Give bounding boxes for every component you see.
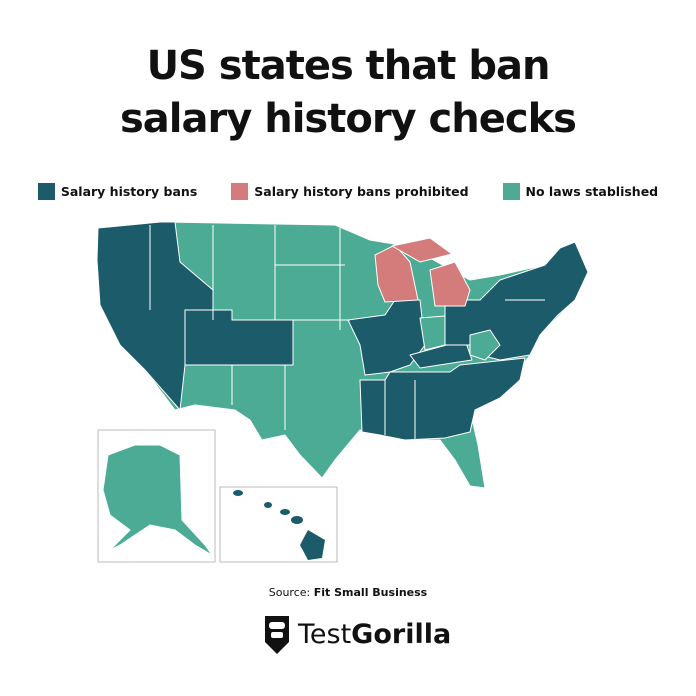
source: Source: Fit Small Business — [0, 586, 696, 599]
legend-swatch — [502, 183, 520, 200]
island — [291, 516, 303, 524]
title-line: salary history checks — [120, 96, 577, 142]
legend-label: Salary history bans — [60, 184, 198, 199]
brand-logo: TestGorilla — [262, 612, 451, 656]
legend-swatch — [231, 183, 249, 200]
hawaii — [233, 490, 325, 560]
us-map — [96, 221, 589, 563]
legend-item: Salary history bans prohibited — [231, 183, 469, 200]
legend-swatch — [37, 183, 55, 200]
island — [233, 490, 243, 496]
region-bans — [359, 357, 526, 441]
brand-name: TestGorilla — [298, 619, 451, 650]
legend-item: Salary history bans — [37, 183, 198, 200]
brand-bold: Gorilla — [351, 618, 452, 650]
source-name: Fit Small Business — [313, 586, 428, 599]
island — [300, 530, 325, 560]
alaska — [102, 444, 213, 556]
gorilla-icon — [265, 616, 289, 654]
island — [280, 509, 290, 515]
legend-label: No laws stablished — [525, 184, 659, 199]
state-border — [149, 225, 545, 440]
hawaii-inset — [219, 486, 338, 563]
alaska-inset — [97, 429, 216, 563]
title-line: US states that ban — [146, 43, 551, 89]
region-no-laws — [469, 329, 501, 361]
legend-label: Salary history bans prohibited — [254, 184, 469, 199]
legend-item: No laws stablished — [502, 183, 659, 200]
legend: Salary history bans Salary history bans … — [0, 183, 696, 200]
island — [264, 502, 272, 508]
region-prohibited — [391, 237, 453, 263]
source-prefix: Source: — [268, 586, 311, 599]
region-prohibited — [429, 261, 471, 307]
region-no-laws — [419, 315, 446, 351]
brand-light: Test — [298, 618, 352, 650]
